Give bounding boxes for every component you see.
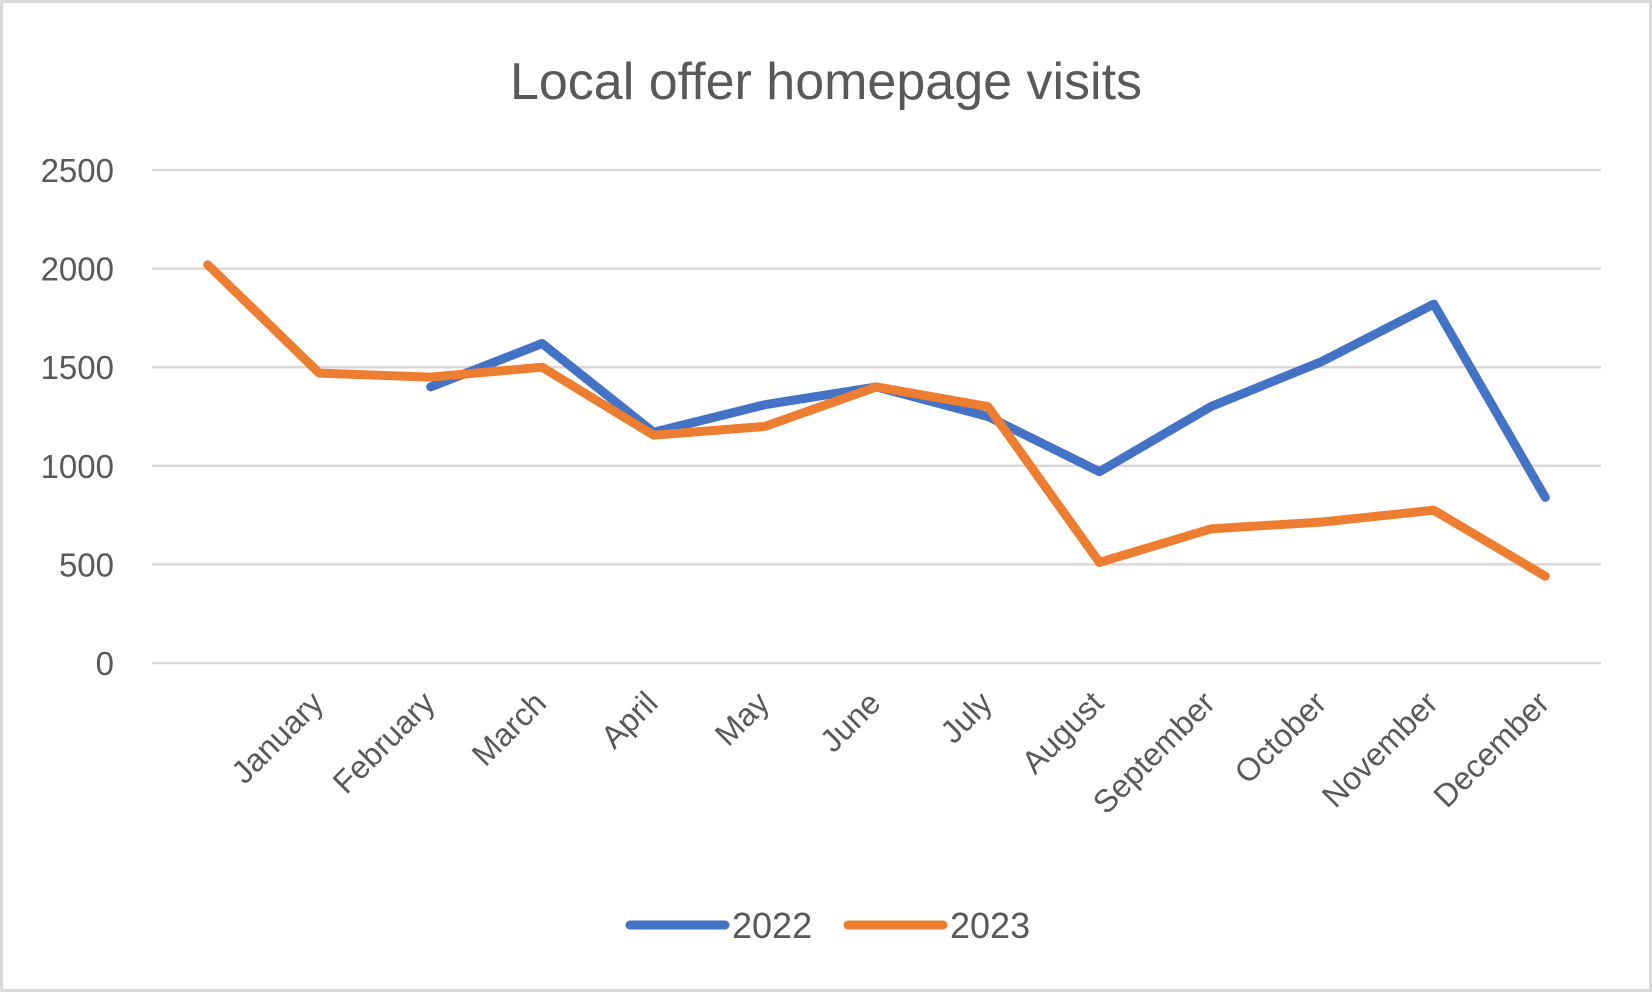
series-line-2023	[203, 260, 1550, 581]
gridlines	[152, 168, 1601, 665]
x-tick-label: June	[813, 684, 888, 759]
y-tick-label: 1500	[41, 349, 114, 386]
chart-title: Local offer homepage visits	[509, 53, 1143, 111]
y-tick-label: 0	[96, 645, 114, 682]
y-tick-label: 2000	[41, 251, 114, 288]
y-tick-label: 1000	[41, 448, 114, 485]
legend-label-2023: 2023	[950, 905, 1030, 946]
y-tick-label: 500	[59, 546, 114, 583]
x-tick-label: August	[1014, 684, 1110, 780]
x-tick-label: September	[1086, 684, 1222, 820]
legend: 2022 2023	[625, 905, 1030, 946]
x-tick-label: July	[933, 684, 999, 750]
x-tick-label: January	[224, 684, 330, 790]
x-tick-label: March	[465, 684, 553, 772]
x-tick-label: April	[594, 684, 665, 755]
y-axis-labels: 0 500 1000 1500 2000 2500	[41, 152, 114, 682]
y-tick-label: 2500	[41, 152, 114, 189]
x-tick-label: November	[1315, 684, 1445, 814]
x-tick-label: December	[1426, 684, 1556, 814]
x-tick-label: May	[708, 684, 776, 752]
legend-label-2022: 2022	[732, 905, 812, 946]
x-tick-label: February	[326, 684, 442, 800]
x-tick-label: October	[1227, 684, 1333, 790]
series-lines	[203, 260, 1550, 581]
series-line-2022	[426, 299, 1550, 502]
